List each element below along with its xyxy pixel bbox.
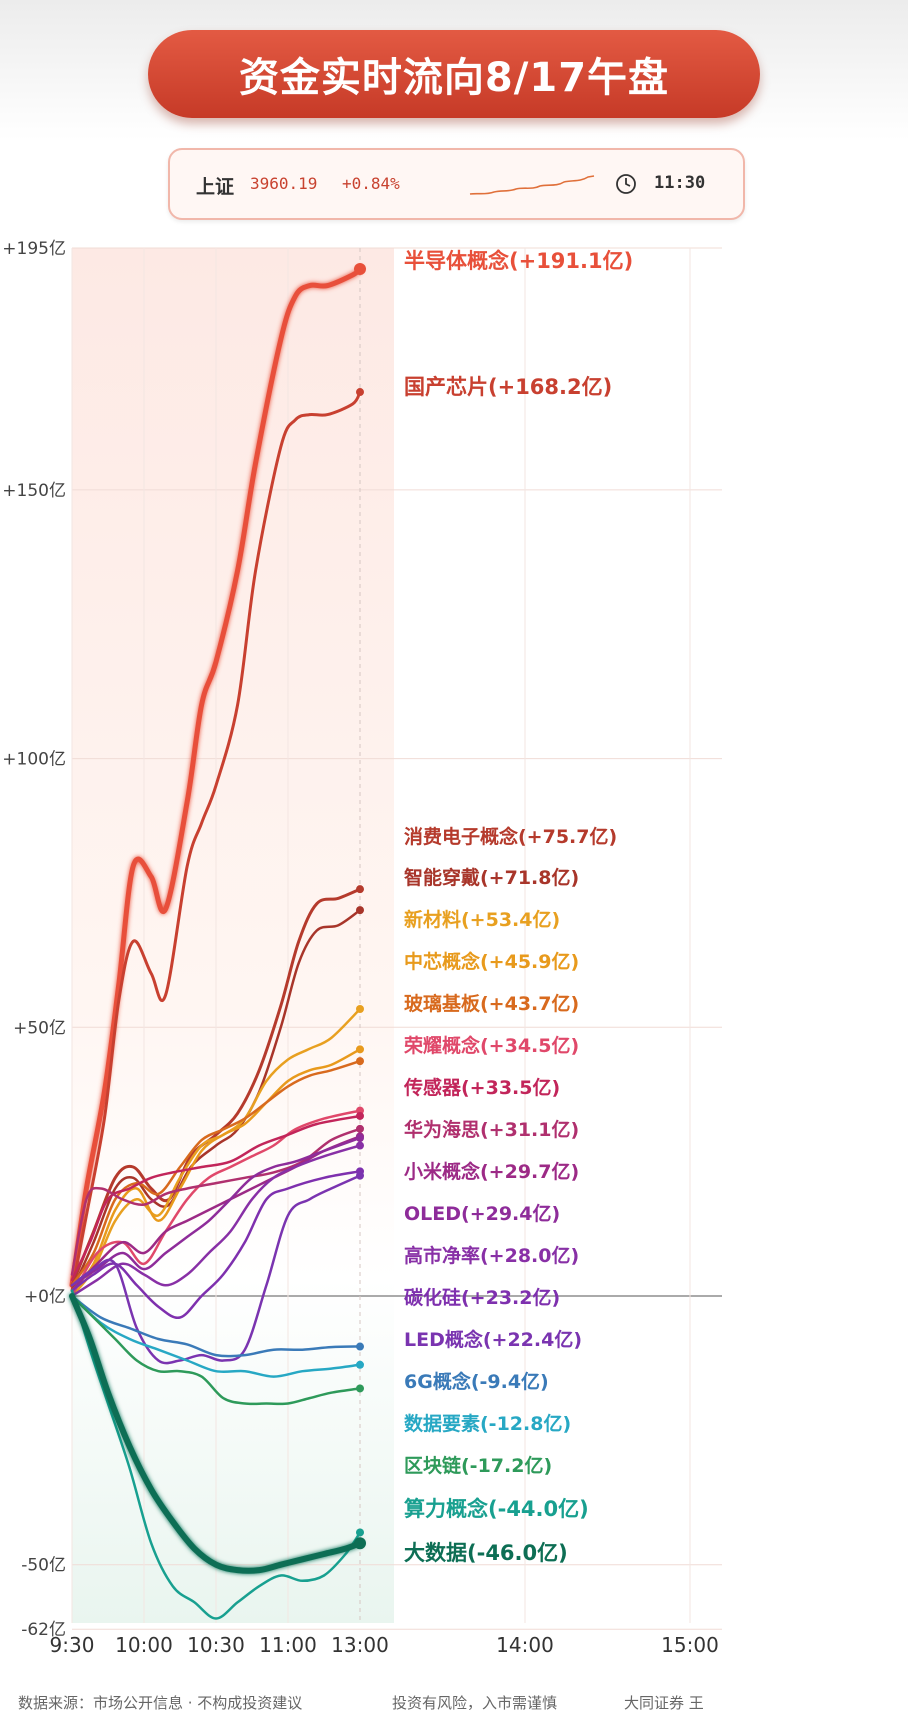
footer: 数据来源：市场公开信息 · 不构成投资建议 投资有风险，入市需谨慎 大同证券 王 [0,1684,908,1716]
series-end-point [356,1045,364,1054]
x-tick-label: 11:00 [259,1633,317,1657]
footer-source: 数据来源：市场公开信息 · 不构成投资建议 [18,1694,303,1712]
index-ticker: 上证 3960.19 +0.84% 11:30 [168,148,745,220]
sparkline-icon [469,175,595,195]
series-end-label: OLED(+29.4亿) [404,1202,560,1225]
x-tick-label: 14:00 [496,1633,554,1657]
series-end-label: 荣耀概念(+34.5亿) [403,1034,579,1057]
y-tick-label: +0亿 [24,1287,66,1307]
series-end-point [354,1537,366,1550]
series-end-label: 智能穿戴(+71.8亿) [404,866,579,889]
x-tick-label: 15:00 [661,1633,719,1657]
series-end-label: 小米概念(+29.7亿) [404,1160,579,1183]
series-line [70,887,362,1287]
series-line [70,1294,362,1358]
series-line [70,390,362,1293]
series-end-point [354,262,366,275]
index-change: +0.84% [342,174,400,193]
series-end-point [356,388,364,397]
series-end-point [356,1342,364,1351]
footer-risk: 投资有风险，入市需谨慎 [392,1694,558,1712]
series-end-point [356,1171,364,1180]
series-end-label: 6G概念(-9.4亿) [404,1370,549,1393]
series-end-point [356,885,364,894]
series-end-label: 传感器(+33.5亿) [403,1076,560,1099]
x-tick-label: 10:00 [115,1633,173,1657]
index-value: 3960.19 [250,174,318,193]
footer-author: 大同证券 王 [624,1694,704,1712]
series-end-point [356,1057,364,1066]
series-end-labels: 半导体概念(+191.1亿) 国产芯片(+168.2亿) 消费电子概念(+75.7亿… [403,249,633,1565]
series-end-label: 玻璃基板(+43.7亿) [404,992,579,1015]
y-tick-label: +150亿 [2,481,66,501]
series-end-point [356,1360,364,1369]
y-tick-label: +195亿 [2,239,66,259]
series-lines [69,262,366,1620]
series-end-point [356,1124,364,1133]
y-tick-label: -50亿 [21,1556,66,1576]
series-line [70,908,362,1292]
x-tick-label: 9:30 [50,1633,95,1657]
grid-lines [71,247,722,1630]
series-end-label: 数据要素(-12.8亿) [404,1412,571,1435]
series-end-point [356,1005,364,1014]
index-time: 11:30 [654,173,706,193]
series-end-point [356,1384,364,1393]
series-end-label: 国产芯片(+168.2亿) [404,375,612,399]
y-tick-label: -62亿 [21,1620,66,1640]
series-line [70,1007,362,1298]
series-end-label: 新材料(+53.4亿) [404,908,560,931]
series-line [70,1048,362,1292]
series-end-label: LED概念(+22.4亿) [404,1328,582,1351]
series-line [70,1294,362,1378]
index-name: 上证 [196,176,235,198]
series-end-point [356,1111,364,1120]
series-end-label: 消费电子概念(+75.7亿) [404,825,617,848]
series-end-label: 算力概念(-44.0亿) [404,1497,589,1521]
series-line [70,1136,362,1287]
series-end-label: 碳化硅(+23.2亿) [404,1286,560,1309]
series-end-point [356,1133,364,1142]
series-line [70,1289,362,1620]
series-end-point [356,1528,364,1537]
clock-icon [616,174,636,194]
series-end-point [356,906,364,915]
series-line [70,1174,362,1365]
series-end-label: 半导体概念(+191.1亿) [404,249,633,273]
y-axis-ticks: +195亿 +150亿 +100亿 +50亿 +0亿 -50亿 -62亿 [2,239,66,1640]
series-end-point [356,1141,364,1150]
x-tick-label: 10:30 [187,1633,245,1657]
series-end-label: 华为海思(+31.1亿) [404,1118,579,1141]
series-line [69,1293,363,1574]
page-title: 资金实时流向8/17午盘 [148,30,760,118]
series-end-label: 高市净率(+28.0亿) [404,1244,579,1267]
x-tick-label: 13:00 [331,1633,389,1657]
series-end-label: 区块链(-17.2亿) [404,1454,552,1477]
series-line [70,1294,362,1406]
series-line [70,1114,362,1282]
series-line [69,266,363,1288]
y-tick-label: +50亿 [13,1018,66,1038]
series-line [70,1144,362,1298]
y-tick-label: +100亿 [2,750,66,770]
series-end-label: 大数据(-46.0亿) [404,1541,568,1565]
x-axis-ticks: 9:30 10:00 10:30 11:00 13:00 14:00 15:00 [50,1633,719,1657]
series-end-label: 中芯概念(+45.9亿) [404,950,579,973]
